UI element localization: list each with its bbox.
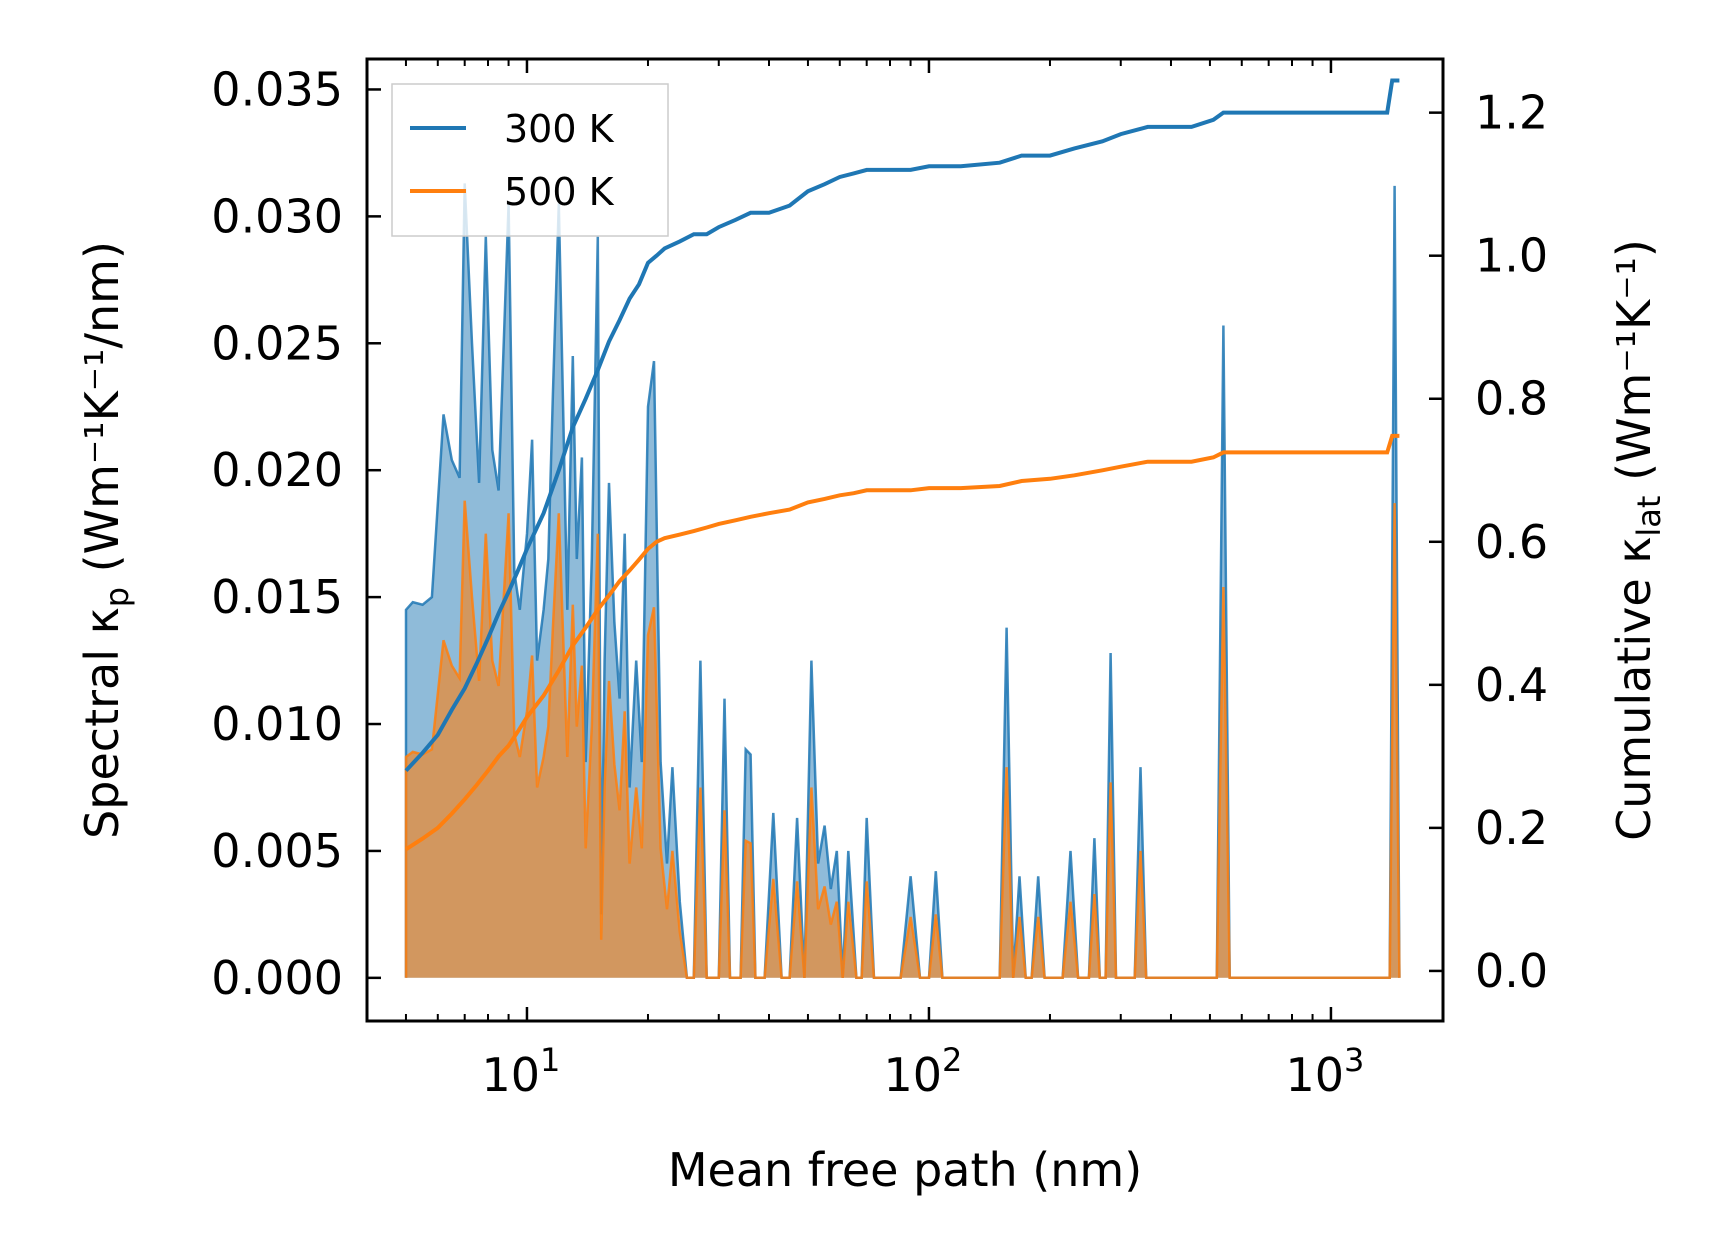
y-right-tick-label: 1.0 (1475, 229, 1548, 283)
x-tick-label: 102 (884, 1041, 963, 1102)
y-right-tick-label: 0.8 (1475, 372, 1548, 426)
y-right-tick-label: 0.0 (1475, 944, 1548, 998)
y-left-tick-label: 0.005 (211, 824, 343, 878)
y-left-tick-label: 0.020 (211, 443, 343, 497)
x-tick-label: 101 (482, 1041, 561, 1102)
legend-label-500k: 500 K (504, 170, 615, 214)
axis-ticks (366, 59, 1443, 1021)
y-left-tick-label: 0.025 (211, 316, 343, 370)
spectral-line-500k (404, 500, 1401, 980)
cumulative-line-500k (404, 433, 1400, 851)
y-axis-right-title: Cumulative κlat (Wm⁻¹K⁻¹) (1607, 239, 1668, 841)
cumulative-lines (404, 78, 1400, 851)
legend-label-300k: 300 K (504, 107, 615, 151)
y-right-tick-label: 1.2 (1475, 86, 1548, 140)
legend-box (391, 83, 669, 237)
y-left-tick-label: 0.030 (211, 189, 343, 243)
y-right-tick-label: 0.2 (1475, 801, 1548, 855)
spectral-area-500k (406, 500, 1400, 978)
legend: 300 K 500 K (391, 83, 669, 237)
y-left-tick-label: 0.035 (211, 62, 343, 116)
axis-tick-labels: 101 102 103 0.000 0.005 0.010 0.015 0.020 0.025 0… (211, 62, 1548, 1102)
plot-frame (365, 57, 1445, 1023)
y-right-tick-label: 0.6 (1475, 515, 1548, 569)
y-axis-left-title: Spectral κp (Wm⁻¹K⁻¹/nm) (75, 241, 136, 839)
x-axis-title: Mean free path (nm) (668, 1143, 1142, 1197)
y-left-tick-label: 0.000 (211, 951, 343, 1005)
cumulative-line-300k (404, 78, 1400, 773)
y-left-tick-label: 0.010 (211, 697, 343, 751)
spectral-fills (404, 183, 1401, 980)
y-right-tick-label: 0.4 (1475, 658, 1548, 712)
y-left-tick-label: 0.015 (211, 570, 343, 624)
x-tick-label: 103 (1285, 1041, 1364, 1102)
